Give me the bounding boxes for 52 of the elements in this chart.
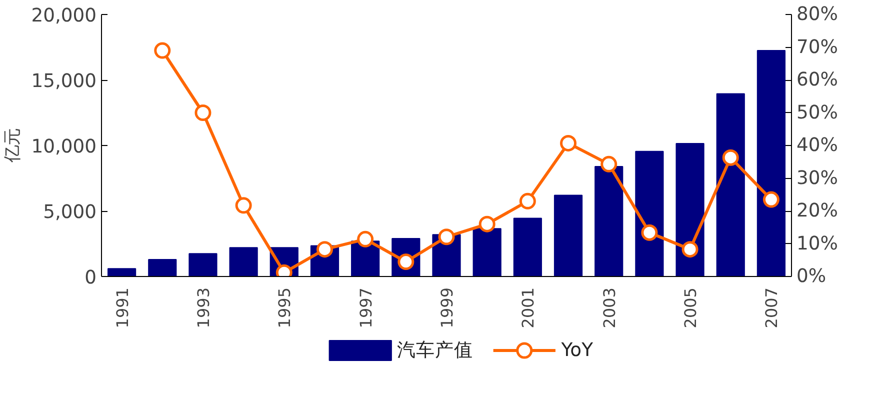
legend-label: YoY xyxy=(560,340,594,361)
y2-tick-label: 40% xyxy=(796,135,838,156)
y-axis-title: 亿元 xyxy=(3,128,24,164)
y2-tick-label: 60% xyxy=(796,70,838,90)
bar xyxy=(554,194,583,276)
bar xyxy=(756,50,786,276)
point xyxy=(478,216,496,232)
point xyxy=(722,149,739,166)
x-tick-label: 2007 xyxy=(762,288,782,328)
point xyxy=(154,42,171,59)
y2-tick-label: 80% xyxy=(796,4,838,25)
x-tick-label: 1993 xyxy=(194,288,213,328)
x-tick-label: 2003 xyxy=(600,288,619,328)
y2-tick-label: 30% xyxy=(796,168,838,189)
point xyxy=(519,192,536,210)
y2-tick-label: 10% xyxy=(796,233,838,254)
bar xyxy=(635,150,664,276)
point xyxy=(600,156,618,172)
x-tick-label: 1999 xyxy=(438,288,456,328)
point xyxy=(682,241,698,258)
x-tick-label: 1997 xyxy=(356,288,376,328)
y2-tick-label: 50% xyxy=(796,102,838,124)
y2-tick-label: 0% xyxy=(796,266,826,287)
x-tick-label: 2001 xyxy=(518,288,538,328)
bar xyxy=(594,166,624,276)
y-tick-label: 0 xyxy=(84,268,97,288)
bar xyxy=(716,93,745,276)
bar xyxy=(472,228,502,276)
x-tick-label: 1995 xyxy=(275,288,294,328)
point xyxy=(357,230,374,248)
point xyxy=(316,241,333,258)
legend-label: 汽车产值 xyxy=(397,340,474,361)
point xyxy=(235,197,252,214)
bar xyxy=(188,253,218,276)
y-tick-label: 5,000 xyxy=(43,202,97,223)
x-tick-label: 1991 xyxy=(112,288,132,328)
y-tick-label: 10,000 xyxy=(31,136,97,158)
bar xyxy=(107,268,136,276)
bar xyxy=(229,247,258,276)
point xyxy=(641,224,658,241)
point xyxy=(194,104,212,121)
y-tick-label: 20,000 xyxy=(31,6,97,26)
y2-tick-label: 20% xyxy=(796,200,838,222)
x-tick-label: 2005 xyxy=(681,288,700,328)
point xyxy=(762,191,780,208)
y2-tick-label: 70% xyxy=(796,36,838,58)
bar xyxy=(148,258,177,276)
bar xyxy=(513,218,542,276)
point xyxy=(560,134,577,152)
point xyxy=(438,228,455,246)
y-tick-label: 15,000 xyxy=(31,71,97,92)
bar xyxy=(676,143,704,276)
